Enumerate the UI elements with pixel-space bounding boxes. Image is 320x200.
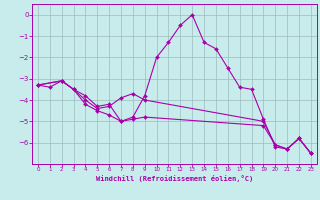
X-axis label: Windchill (Refroidissement éolien,°C): Windchill (Refroidissement éolien,°C) <box>96 175 253 182</box>
